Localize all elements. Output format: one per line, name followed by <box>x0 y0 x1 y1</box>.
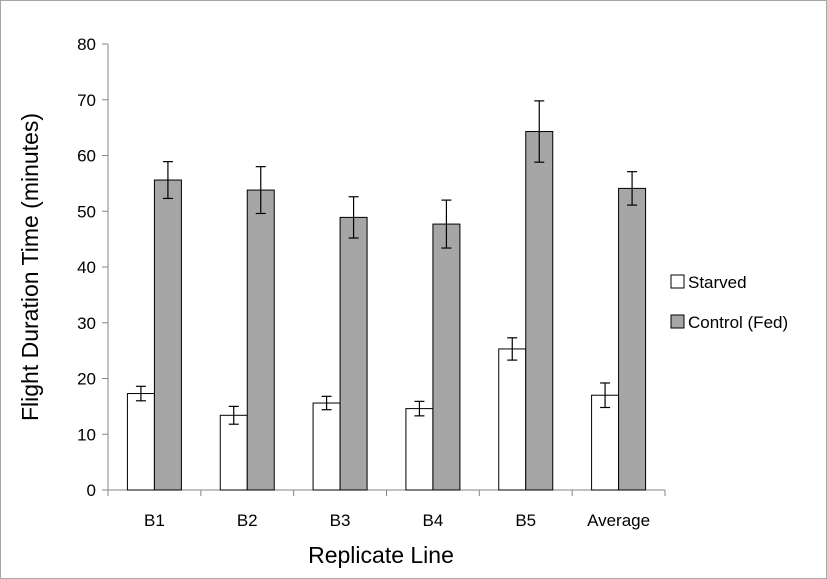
bar-control-fed <box>618 187 647 491</box>
y-tick-label: 60 <box>77 147 96 166</box>
bar-control-fed <box>339 216 368 491</box>
legend-label: Starved <box>688 273 747 292</box>
y-tick-label: 10 <box>77 425 96 444</box>
x-tick-label: B4 <box>423 511 444 530</box>
x-tick-label: Average <box>587 511 650 530</box>
x-tick-label: B5 <box>515 511 536 530</box>
y-tick-label: 0 <box>87 481 96 500</box>
bar-starved <box>591 394 620 491</box>
legend-swatch <box>670 314 685 329</box>
bar-starved <box>405 408 434 491</box>
legend-swatch <box>670 274 685 289</box>
bars-layer <box>126 131 647 491</box>
y-tick-label: 40 <box>77 258 96 277</box>
bar-starved <box>312 402 341 491</box>
bar-starved <box>126 393 155 491</box>
y-tick-label: 50 <box>77 202 96 221</box>
x-tick-label: B2 <box>237 511 258 530</box>
bar-control-fed <box>153 179 182 491</box>
bar-starved <box>219 414 248 491</box>
bar-control-fed <box>246 189 275 491</box>
bar-starved <box>498 348 527 491</box>
y-axis-title: Flight Duration Time (minutes) <box>17 113 43 421</box>
x-axis-title: Replicate Line <box>308 542 454 568</box>
legend: Starved Control (Fed) <box>670 273 788 332</box>
y-tick-label: 20 <box>77 370 96 389</box>
y-tick-label: 70 <box>77 91 96 110</box>
x-tick-label: B1 <box>144 511 165 530</box>
labels-layer: 0 10 20 30 40 50 60 70 80 B1 B2 B3 B4 B5 Average <box>77 35 650 530</box>
bar-control-fed <box>525 131 554 491</box>
y-tick-label: 30 <box>77 314 96 333</box>
y-tick-label: 80 <box>77 35 96 54</box>
error-bars-layer <box>135 100 638 425</box>
axes-layer <box>102 43 666 496</box>
bar-control-fed <box>432 223 461 491</box>
legend-label: Control (Fed) <box>688 313 788 332</box>
x-tick-label: B3 <box>330 511 351 530</box>
